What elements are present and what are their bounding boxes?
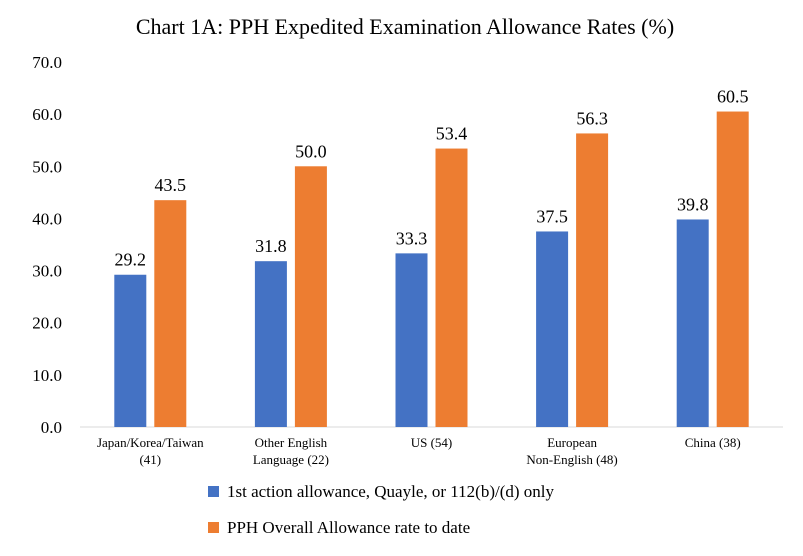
y-tick-label: 70.0 — [32, 53, 62, 72]
y-tick-label: 60.0 — [32, 105, 62, 124]
bar — [435, 148, 468, 428]
bars — [114, 111, 749, 428]
data-label: 39.8 — [677, 194, 709, 214]
category-label: European — [547, 435, 597, 450]
y-tick-label: 0.0 — [41, 418, 62, 437]
bar — [114, 274, 147, 427]
bar — [294, 166, 327, 428]
data-label: 43.5 — [155, 175, 187, 195]
data-label: 53.4 — [436, 124, 468, 144]
bar — [254, 261, 287, 427]
legend-label: PPH Overall Allowance rate to date — [227, 518, 470, 537]
y-tick-label: 10.0 — [32, 366, 62, 385]
bar — [536, 231, 569, 427]
category-label: China (38) — [685, 435, 741, 450]
data-label: 29.2 — [115, 250, 147, 270]
bar — [716, 111, 749, 428]
bar — [154, 200, 187, 427]
y-tick-label: 50.0 — [32, 157, 62, 176]
bar — [676, 219, 709, 427]
category-label: Other English — [255, 435, 328, 450]
category-label: (41) — [139, 452, 161, 467]
category-label: US (54) — [411, 435, 453, 450]
legend-label: 1st action allowance, Quayle, or 112(b)/… — [227, 482, 554, 501]
legend-swatch — [208, 522, 219, 533]
category-label: Language (22) — [253, 452, 329, 467]
y-tick-label: 30.0 — [32, 262, 62, 281]
data-labels: 29.2 43.5 31.8 50.0 33.3 53.4 37.5 56.3 39.8 60.5 — [115, 87, 749, 270]
axes: 0.0 10.0 20.0 30.0 40.0 50.0 60.0 70.0 — [32, 53, 783, 437]
legend: 1st action allowance, Quayle, or 112(b)/… — [208, 482, 554, 537]
data-label: 31.8 — [255, 236, 287, 256]
legend-swatch — [208, 486, 219, 497]
y-tick-label: 20.0 — [32, 314, 62, 333]
data-label: 56.3 — [576, 108, 608, 128]
category-label: Japan/Korea/Taiwan — [97, 435, 204, 450]
bar — [576, 133, 609, 427]
category-labels: Japan/Korea/Taiwan (41) Other English Langu… — [97, 435, 741, 467]
data-label: 37.5 — [536, 206, 568, 226]
y-tick-label: 40.0 — [32, 209, 62, 228]
chart-title: Chart 1A: PPH Expedited Examination Allo… — [136, 14, 674, 39]
bar — [395, 253, 428, 427]
category-label: Non-English (48) — [526, 452, 617, 467]
data-label: 33.3 — [396, 228, 428, 248]
data-label: 50.0 — [295, 141, 327, 161]
data-label: 60.5 — [717, 87, 749, 107]
